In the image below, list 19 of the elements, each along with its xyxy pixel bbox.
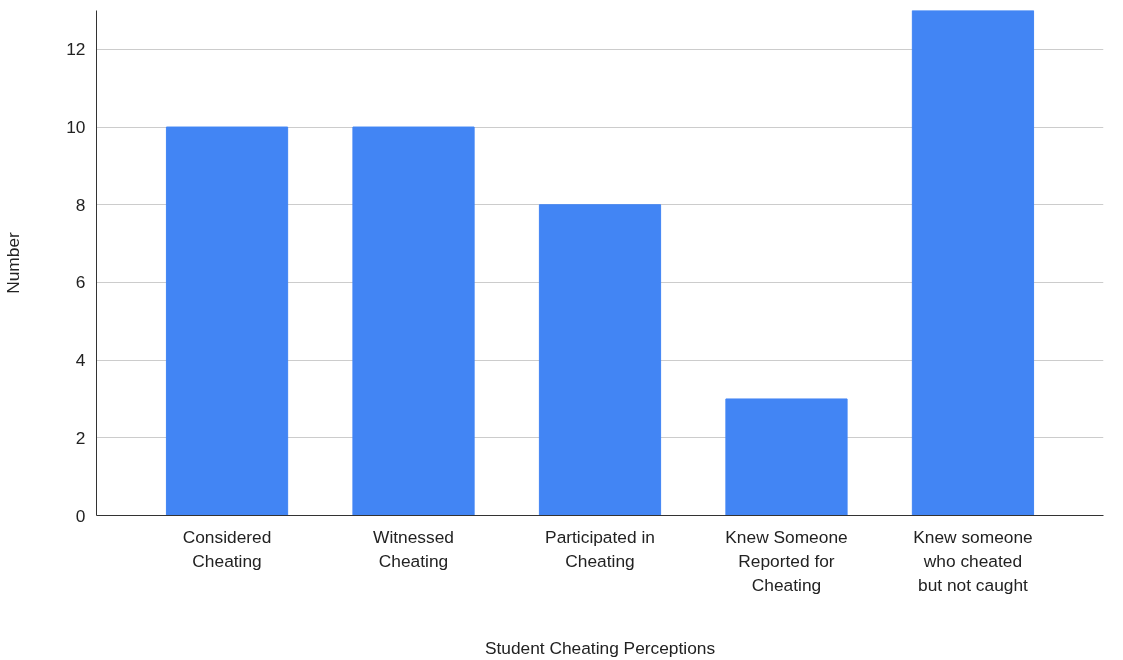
bar bbox=[352, 126, 475, 516]
y-tick-label: 0 bbox=[75, 505, 86, 526]
y-tick-label: 2 bbox=[75, 427, 86, 448]
bar bbox=[725, 398, 848, 516]
y-axis-title: Number bbox=[3, 231, 24, 294]
y-tick-label: 8 bbox=[75, 194, 86, 215]
x-tick-label: Participated in Cheating bbox=[545, 526, 655, 571]
y-tick-label: 12 bbox=[66, 39, 86, 60]
x-tick-label: Knew someone who cheated but not caught bbox=[913, 526, 1033, 595]
x-tick-label: Knew Someone Reported for Cheating bbox=[725, 526, 848, 595]
y-tick-label: 6 bbox=[75, 272, 86, 293]
y-tick-label: 4 bbox=[75, 350, 86, 371]
bar bbox=[538, 204, 662, 516]
x-axis-title: Student Cheating Perceptions bbox=[484, 637, 716, 658]
bar bbox=[911, 10, 1035, 516]
y-tick-label: 10 bbox=[66, 117, 86, 138]
x-tick-label: Considered Cheating bbox=[182, 526, 272, 571]
bar bbox=[165, 126, 289, 516]
x-tick-label: Witnessed Cheating bbox=[373, 526, 454, 571]
